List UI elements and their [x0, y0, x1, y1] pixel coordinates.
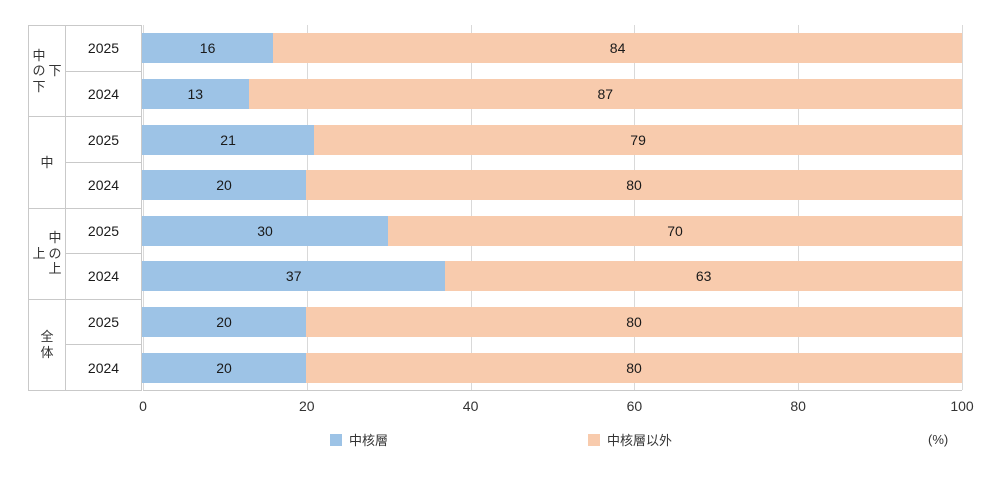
stacked-bar: 37 63	[142, 261, 962, 292]
rows-layer: 中の下下 2025 16 84 2024 13 87 中 2025 21 79 2024 20 80 上中の…	[28, 25, 962, 391]
group-label-line: 全体	[40, 329, 54, 360]
group-label-line: 中の下	[32, 47, 46, 94]
bar-segment-noncore: 70	[388, 215, 962, 246]
bar-segment-noncore: 63	[445, 261, 962, 292]
legend-swatch-core	[330, 433, 342, 446]
bar-row: 2025 21 79	[65, 116, 962, 163]
bar-segment-core: 16	[142, 33, 274, 64]
bar-track: 13 87	[142, 71, 962, 118]
grid-layer	[143, 25, 963, 391]
category-group: 中 2025 21 79 2024 20 80	[28, 116, 962, 209]
gridline	[143, 25, 144, 390]
x-tick-label: 0	[139, 398, 147, 414]
bar-segment-core: 13	[142, 78, 249, 109]
gridline	[470, 25, 472, 390]
year-label: 2025	[65, 25, 142, 72]
legend-label-noncore: 中核層以外	[607, 433, 673, 448]
legend-item-core: 中核層	[330, 430, 388, 449]
x-tick-label: 100	[950, 398, 974, 414]
bar-track: 20 80	[142, 299, 962, 346]
stacked-bar: 21 79	[142, 124, 962, 155]
group-label-line: 下	[48, 63, 62, 79]
bar-track: 20 80	[142, 344, 962, 391]
bar-segment-noncore: 80	[306, 352, 962, 383]
bar-track: 37 63	[142, 253, 962, 300]
unit-label: (%)	[928, 432, 949, 447]
x-tick-label: 40	[462, 398, 479, 414]
legend: 中核層 中核層以外	[0, 430, 1000, 450]
year-label: 2025	[65, 298, 142, 346]
year-label: 2025	[65, 207, 142, 255]
year-label: 2025	[65, 116, 142, 163]
bar-track: 21 79	[142, 116, 962, 163]
bar-segment-core: 30	[142, 215, 388, 246]
group-label: 中	[28, 116, 66, 209]
bar-row: 2024 13 87	[65, 70, 962, 118]
x-axis: 0 20 40 60 80 100	[139, 398, 974, 416]
group-label: 中の下下	[28, 25, 66, 118]
year-label: 2024	[65, 70, 142, 118]
bar-segment-core: 20	[142, 352, 306, 383]
stacked-bar: 16 84	[142, 33, 962, 64]
year-label: 2024	[65, 161, 142, 209]
stacked-bar: 20 80	[142, 170, 962, 201]
x-tick-label: 20	[299, 398, 315, 414]
year-label: 2024	[65, 344, 142, 391]
gridline	[306, 25, 308, 390]
bar-track: 30 70	[142, 208, 962, 255]
gridline	[798, 25, 800, 390]
stacked-bar: 30 70	[142, 215, 962, 246]
bar-row: 2025 30 70	[65, 207, 962, 255]
category-group: 全体 2025 20 80 2024 20 80	[28, 298, 962, 391]
stacked-bar: 20 80	[142, 352, 962, 383]
legend-item-noncore: 中核層以外	[588, 430, 672, 449]
group-label: 上中の上	[28, 207, 66, 300]
bar-segment-core: 20	[142, 170, 306, 201]
bar-segment-noncore: 80	[306, 307, 962, 338]
bar-row: 2025 20 80	[65, 298, 962, 346]
group-label-line: 中の上	[48, 230, 62, 277]
bar-segment-noncore: 87	[248, 78, 962, 109]
bar-segment-noncore: 80	[306, 170, 962, 201]
stacked-bar: 13 87	[142, 78, 962, 109]
group-label: 全体	[28, 298, 66, 391]
bar-row: 2024 20 80	[65, 161, 962, 209]
bar-track: 16 84	[142, 25, 962, 72]
bar-segment-noncore: 84	[273, 33, 962, 64]
bar-segment-core: 21	[142, 124, 315, 155]
gridline	[962, 25, 963, 390]
bar-track: 20 80	[142, 162, 962, 209]
stacked-bar: 20 80	[142, 307, 962, 338]
bar-row: 2024 37 63	[65, 253, 962, 300]
category-group: 中の下下 2025 16 84 2024 13 87	[28, 25, 962, 118]
year-label: 2024	[65, 253, 142, 300]
x-tick-label: 80	[790, 398, 806, 414]
x-tick-label: 60	[626, 398, 643, 414]
group-label-line: 上	[32, 245, 46, 261]
legend-label-core: 中核層	[349, 433, 389, 448]
bar-segment-core: 20	[142, 307, 306, 338]
bar-row: 2025 16 84	[65, 25, 962, 72]
category-group: 上中の上 2025 30 70 2024 37 63	[28, 207, 962, 300]
bar-segment-noncore: 79	[314, 124, 962, 155]
bar-row: 2024 20 80	[65, 344, 962, 391]
group-label-line: 中	[40, 154, 54, 170]
legend-swatch-noncore	[588, 433, 600, 446]
gridline	[634, 25, 636, 390]
bar-segment-core: 37	[142, 261, 446, 292]
